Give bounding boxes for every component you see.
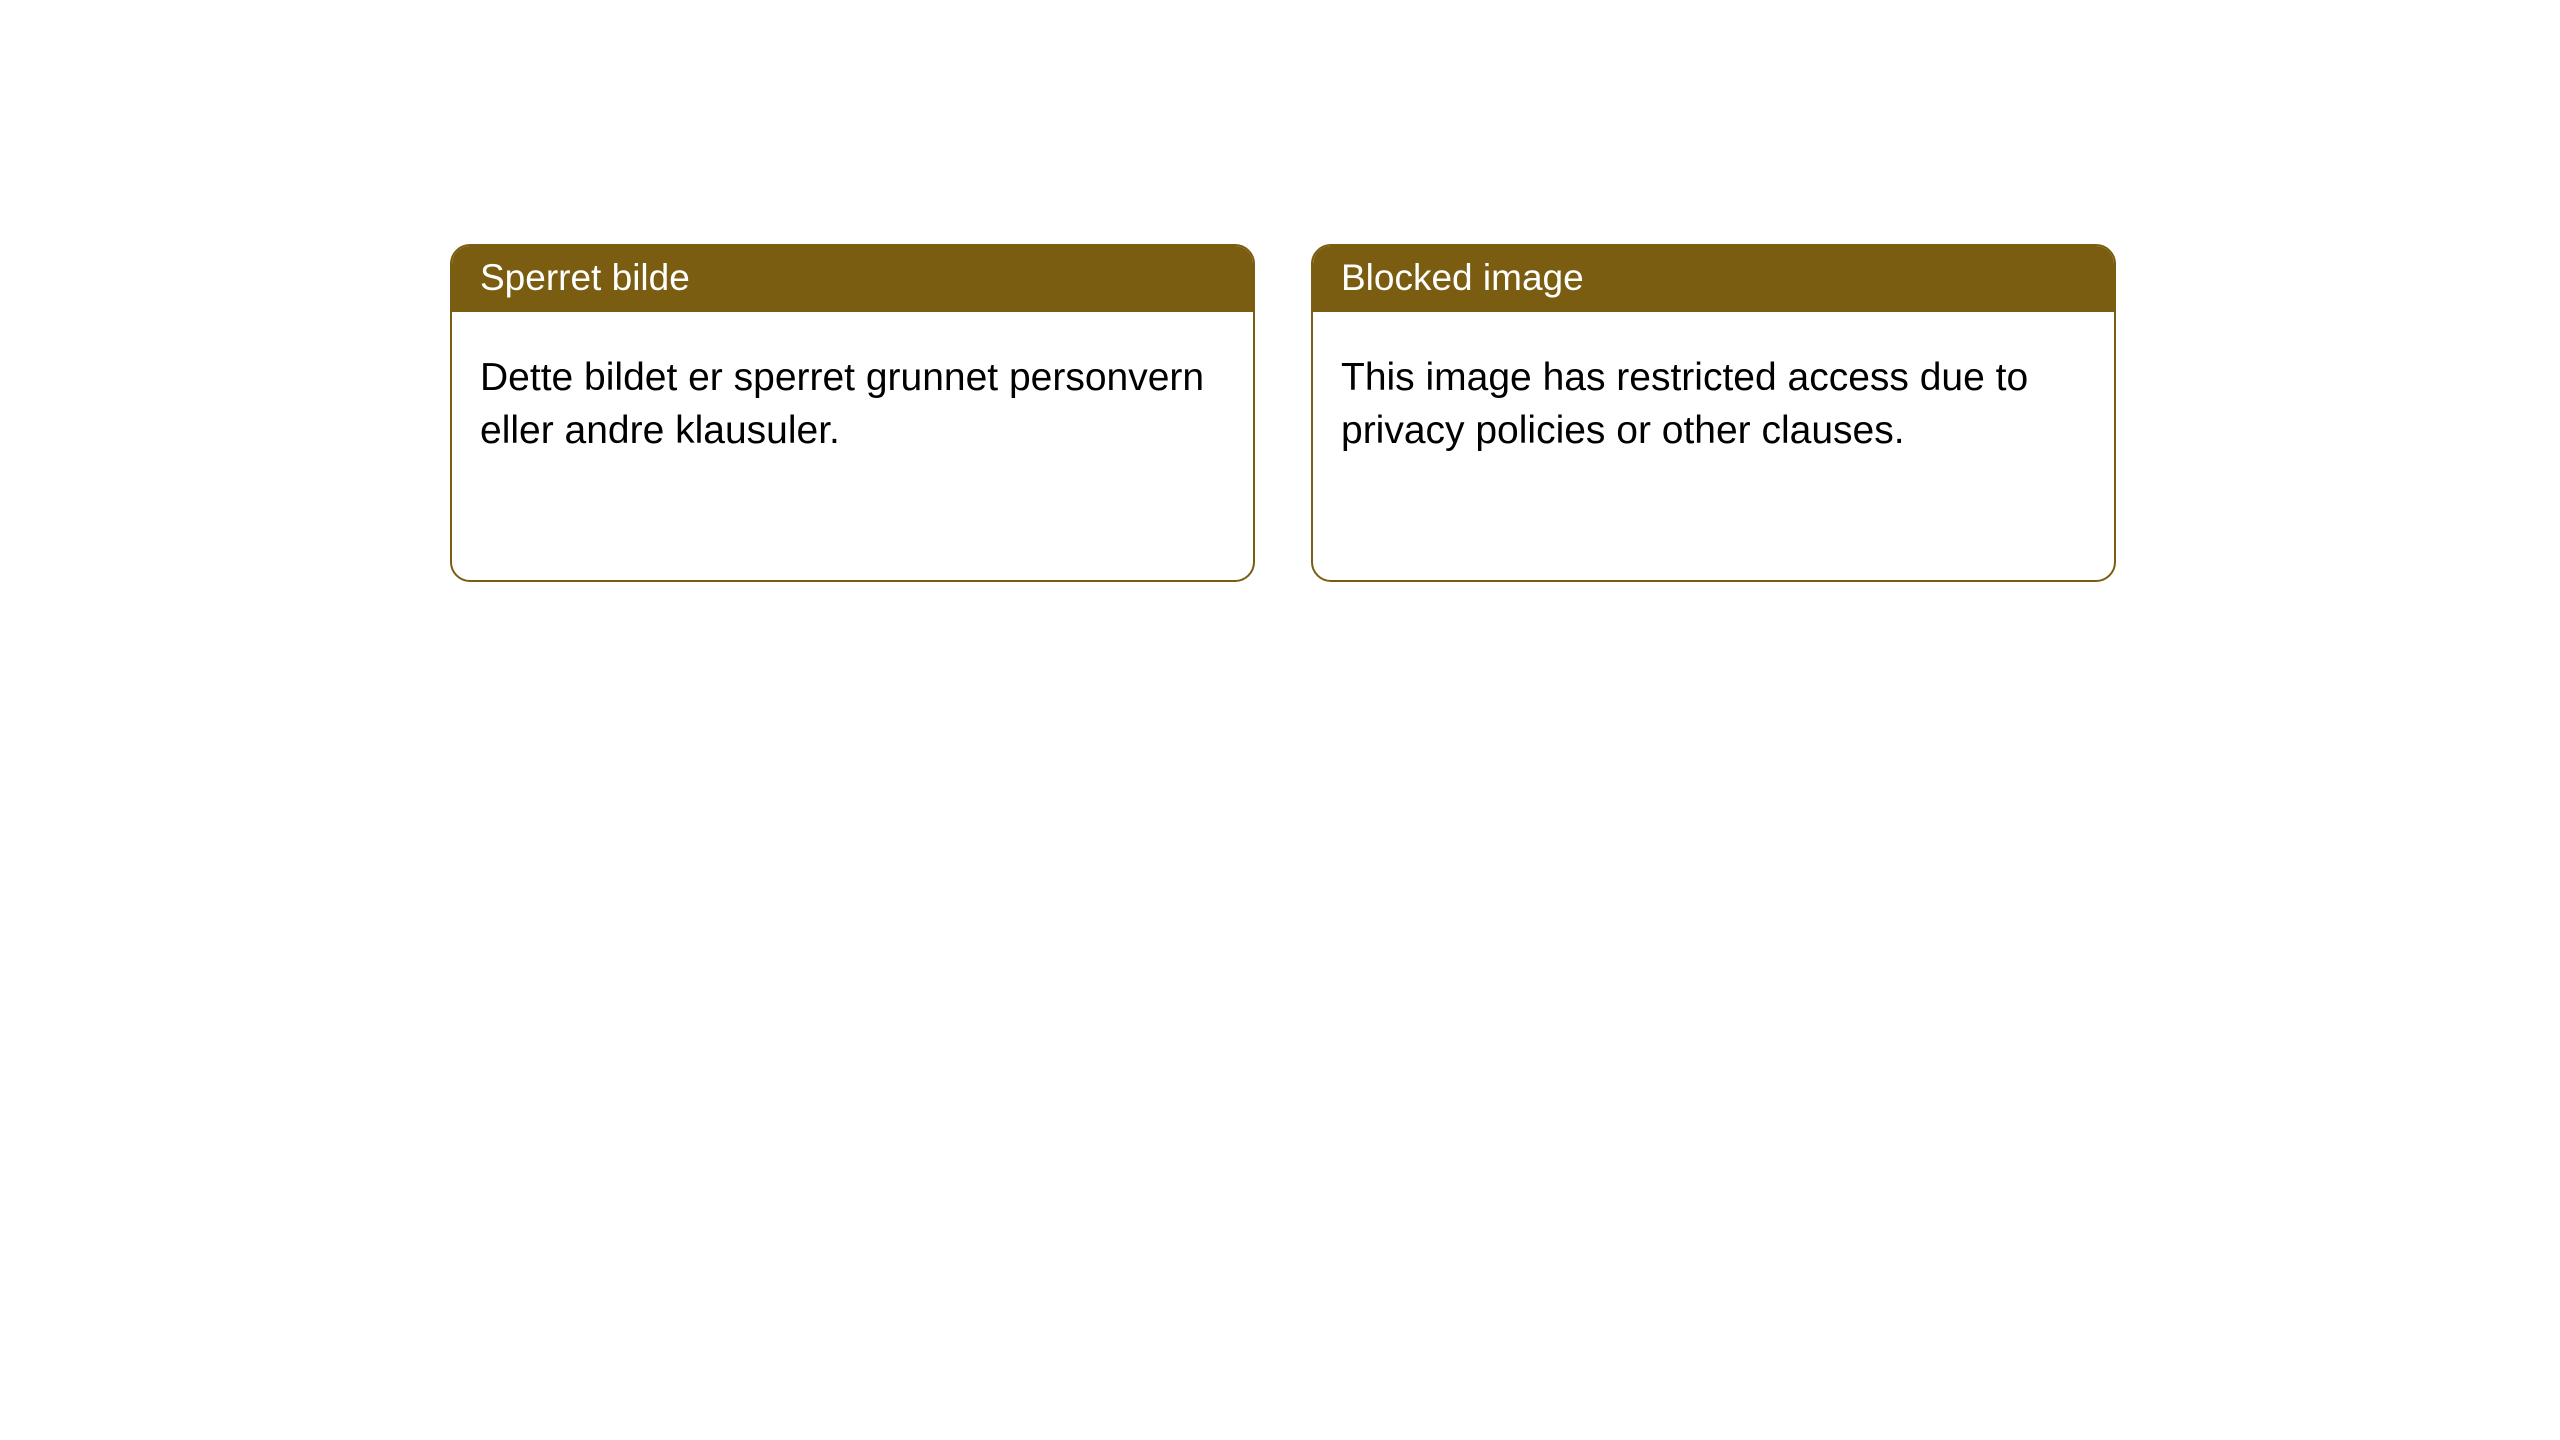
card-header: Sperret bilde: [452, 246, 1253, 312]
blocked-image-card-no: Sperret bilde Dette bildet er sperret gr…: [450, 244, 1255, 582]
cards-container: Sperret bilde Dette bildet er sperret gr…: [0, 0, 2560, 582]
card-body: This image has restricted access due to …: [1313, 312, 2114, 485]
blocked-image-card-en: Blocked image This image has restricted …: [1311, 244, 2116, 582]
card-header: Blocked image: [1313, 246, 2114, 312]
card-body: Dette bildet er sperret grunnet personve…: [452, 312, 1253, 485]
